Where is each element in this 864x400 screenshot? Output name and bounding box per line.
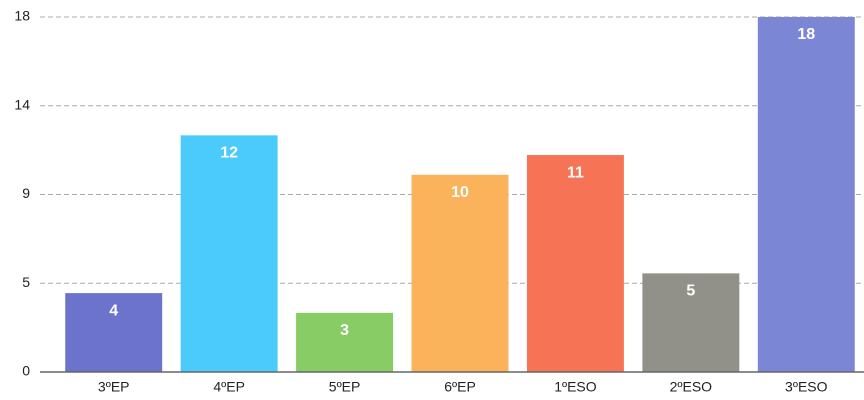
y-tick-label: 14: [14, 96, 30, 112]
y-tick-label: 18: [14, 8, 30, 24]
data-label: 12: [220, 145, 238, 162]
bar: [411, 174, 509, 372]
y-tick-label: 9: [22, 185, 30, 201]
bar: [642, 273, 740, 372]
data-label: 3: [340, 322, 349, 339]
x-tick-label: 3ºEP: [98, 379, 130, 395]
data-label: 18: [797, 26, 815, 43]
bar: [65, 293, 163, 372]
x-tick-label: 4ºEP: [213, 379, 245, 395]
x-tick-label: 2ºESO: [670, 379, 713, 395]
x-tick-label: 6ºEP: [444, 379, 476, 395]
bar: [757, 17, 855, 372]
bar: [180, 135, 278, 372]
data-label: 10: [451, 184, 469, 201]
y-tick-label: 5: [22, 274, 30, 290]
x-tick-label: 1ºESO: [554, 379, 597, 395]
x-tick-label: 3ºESO: [785, 379, 828, 395]
x-tick-label: 5ºEP: [329, 379, 361, 395]
data-label: 5: [686, 283, 695, 300]
bar: [296, 312, 394, 372]
data-label: 11: [567, 164, 584, 181]
bar: [526, 155, 624, 372]
y-tick-label: 0: [22, 363, 30, 379]
data-label: 4: [109, 302, 118, 319]
